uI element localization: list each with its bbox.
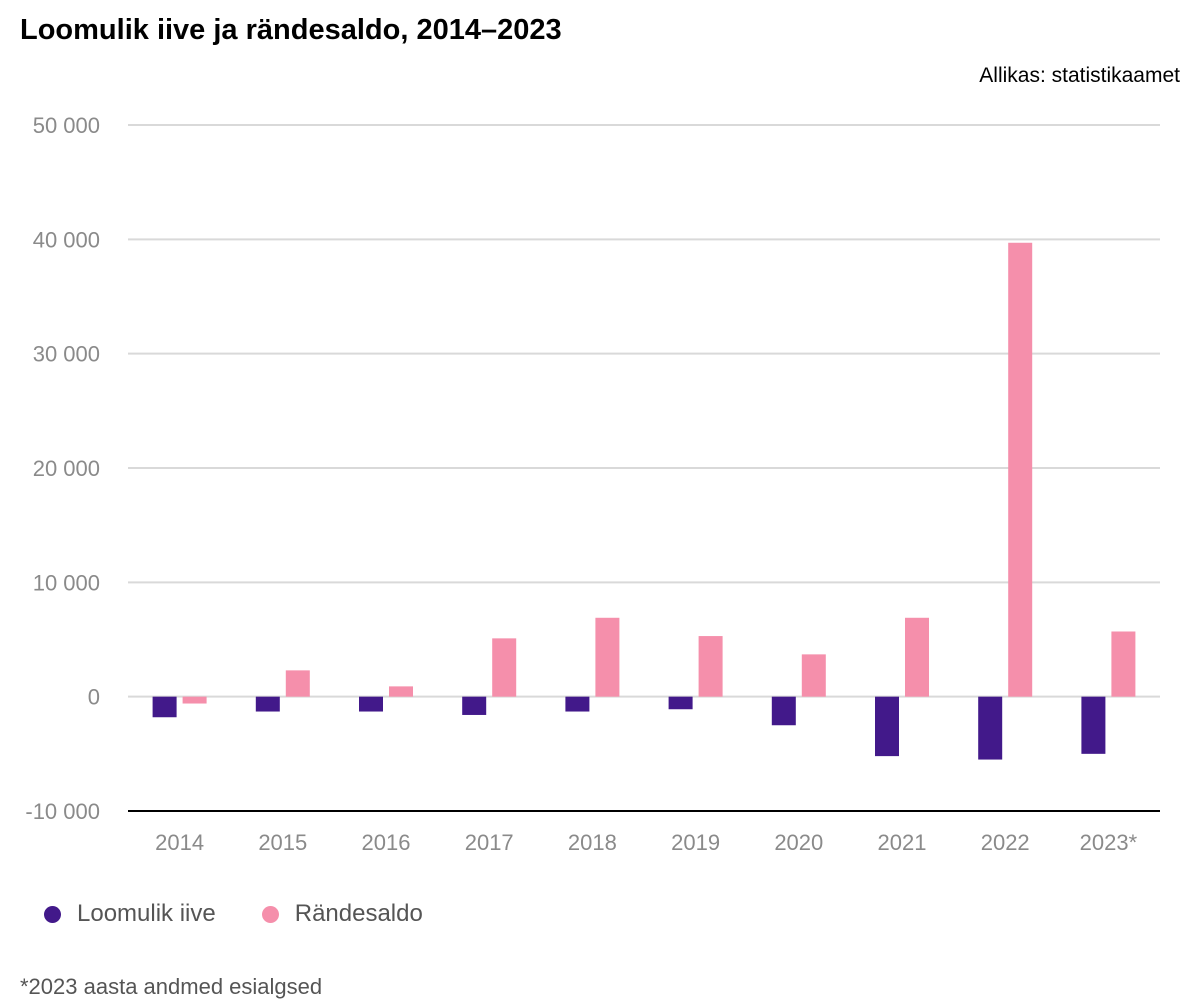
legend-label-loomulik-iive: Loomulik iive [77, 900, 216, 927]
bar [1008, 242, 1033, 697]
bar [905, 617, 929, 697]
bar [978, 696, 1003, 760]
footnote: *2023 aasta andmed esialgsed [20, 974, 323, 999]
bar [771, 696, 796, 726]
legend-label-randesaldo: Rändesaldo [294, 900, 423, 927]
bar [359, 696, 383, 712]
legend-swatch-loomulik-iive [44, 905, 61, 923]
bar [182, 696, 207, 704]
legend: Loomulik iive Rändesaldo [44, 900, 423, 928]
legend-item-randesaldo[interactable]: Rändesaldo [261, 900, 423, 928]
y-tick-label: 20 000 [33, 456, 100, 481]
bar [595, 617, 620, 697]
x-tick-label: 2014 [155, 830, 204, 855]
y-tick-label: 10 000 [33, 570, 100, 595]
x-tick-label: 2015 [258, 830, 307, 855]
bar [285, 670, 310, 697]
bar [875, 696, 899, 757]
y-tick-label: 50 000 [33, 113, 100, 138]
x-tick-label: 2017 [465, 830, 514, 855]
bar [255, 696, 280, 712]
legend-item-loomulik-iive[interactable]: Loomulik iive [44, 900, 216, 928]
y-tick-label: 0 [88, 685, 100, 710]
x-tick-label: 2019 [671, 830, 720, 855]
bar [698, 636, 723, 697]
x-tick-label: 2016 [362, 830, 411, 855]
x-tick-label: 2021 [878, 830, 927, 855]
legend-swatch-randesaldo [261, 905, 279, 923]
bar [1081, 696, 1106, 754]
x-tick-label: 2022 [981, 830, 1030, 855]
source-label: Allikas: statistikaamet [979, 64, 1180, 87]
bar [152, 696, 177, 718]
bar [668, 696, 693, 710]
x-tick-label: 2018 [568, 830, 617, 855]
chart-title: Loomulik iive ja rändesaldo, 2014–2023 [20, 14, 562, 46]
y-tick-label: 40 000 [33, 227, 100, 252]
bar [389, 686, 413, 697]
bar [565, 696, 590, 712]
x-tick-label: 2023* [1080, 830, 1138, 855]
bar [1111, 631, 1136, 697]
bar [492, 638, 517, 697]
y-tick-label: -10 000 [25, 799, 100, 824]
bar [801, 654, 826, 697]
x-tick-label: 2020 [774, 830, 823, 855]
bar [462, 696, 487, 715]
y-tick-label: 30 000 [33, 342, 100, 367]
